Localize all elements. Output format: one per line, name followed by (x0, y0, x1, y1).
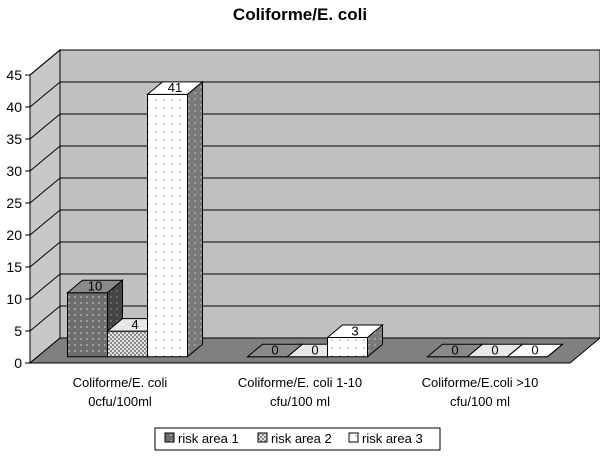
gridline-side (29, 49, 61, 76)
x-category-label: Coliforme/E. coli (73, 375, 168, 390)
bar-front (327, 337, 368, 358)
bar-1-3 (426, 343, 484, 358)
y-tick-label: 45 (6, 67, 22, 83)
y-tick-label: 25 (6, 195, 22, 211)
x-category-label: 0cfu/100ml (88, 394, 152, 409)
data-label-3-2: 3 (351, 323, 358, 338)
data-labels: 10 4 41 0 0 3 0 0 0 (88, 80, 539, 357)
x-category-label: cfu/100 ml (450, 394, 510, 409)
x-category-label: cfu/100 ml (270, 394, 330, 409)
legend-box (154, 427, 441, 451)
legend-label-1: risk area 1 (178, 431, 239, 446)
data-label-1-3: 0 (451, 343, 458, 358)
y-tick-label: 5 (14, 323, 22, 339)
gridline-side (29, 113, 61, 140)
gridline-side (29, 145, 61, 172)
data-label-3-1: 41 (168, 80, 182, 95)
data-label-2-3: 0 (491, 343, 498, 358)
bar-3-2 (326, 323, 384, 358)
bar-side (547, 343, 563, 358)
y-tick-label: 40 (6, 99, 22, 115)
data-label-1-1: 10 (88, 279, 102, 294)
y-tick-label: 30 (6, 163, 22, 179)
bar-side (187, 80, 203, 358)
data-label-1-2: 0 (271, 343, 278, 358)
legend-swatch-2 (257, 432, 268, 443)
plot-side-wall (29, 48, 61, 365)
gridline-side (29, 305, 61, 332)
y-tick-label: 15 (6, 259, 22, 275)
plot-back-wall (59, 49, 600, 339)
legend-label-3: risk area 3 (362, 431, 423, 446)
gridline-side (29, 81, 61, 108)
y-tick-label: 0 (14, 355, 22, 371)
bar-front (67, 292, 108, 358)
bars (66, 80, 564, 358)
x-category-label: Coliforme/E.coli >10 (422, 375, 539, 390)
bar-3-1 (146, 80, 204, 358)
y-tick-label: 35 (6, 131, 22, 147)
bar-front (147, 93, 188, 358)
gridline-side (29, 209, 61, 236)
data-label-2-2: 0 (311, 343, 318, 358)
x-axis-categories: Coliforme/E. coli 0cfu/100ml Coliforme/E. … (73, 375, 539, 409)
data-label-2-1: 4 (131, 317, 138, 332)
bar-front (107, 330, 148, 358)
bar-side (367, 323, 383, 358)
legend: risk area 1 risk area 2 risk area 3 (154, 427, 441, 451)
data-label-3-3: 0 (531, 343, 538, 358)
gridline-side (29, 273, 61, 300)
legend-swatch-1 (164, 432, 175, 443)
legend-swatch-3 (348, 432, 359, 443)
gridline-side (29, 241, 61, 268)
y-tick-label: 20 (6, 227, 22, 243)
chart-title: Coliforme/E. coli (233, 5, 367, 24)
gridline-side (29, 177, 61, 204)
x-category-label: Coliforme/E. coli 1-10 (238, 375, 362, 390)
y-axis: 0 5 10 15 20 25 30 35 40 45 (6, 67, 31, 371)
legend-label-2: risk area 2 (271, 431, 332, 446)
y-tick-label: 10 (6, 291, 22, 307)
bar-3-3 (506, 343, 564, 358)
